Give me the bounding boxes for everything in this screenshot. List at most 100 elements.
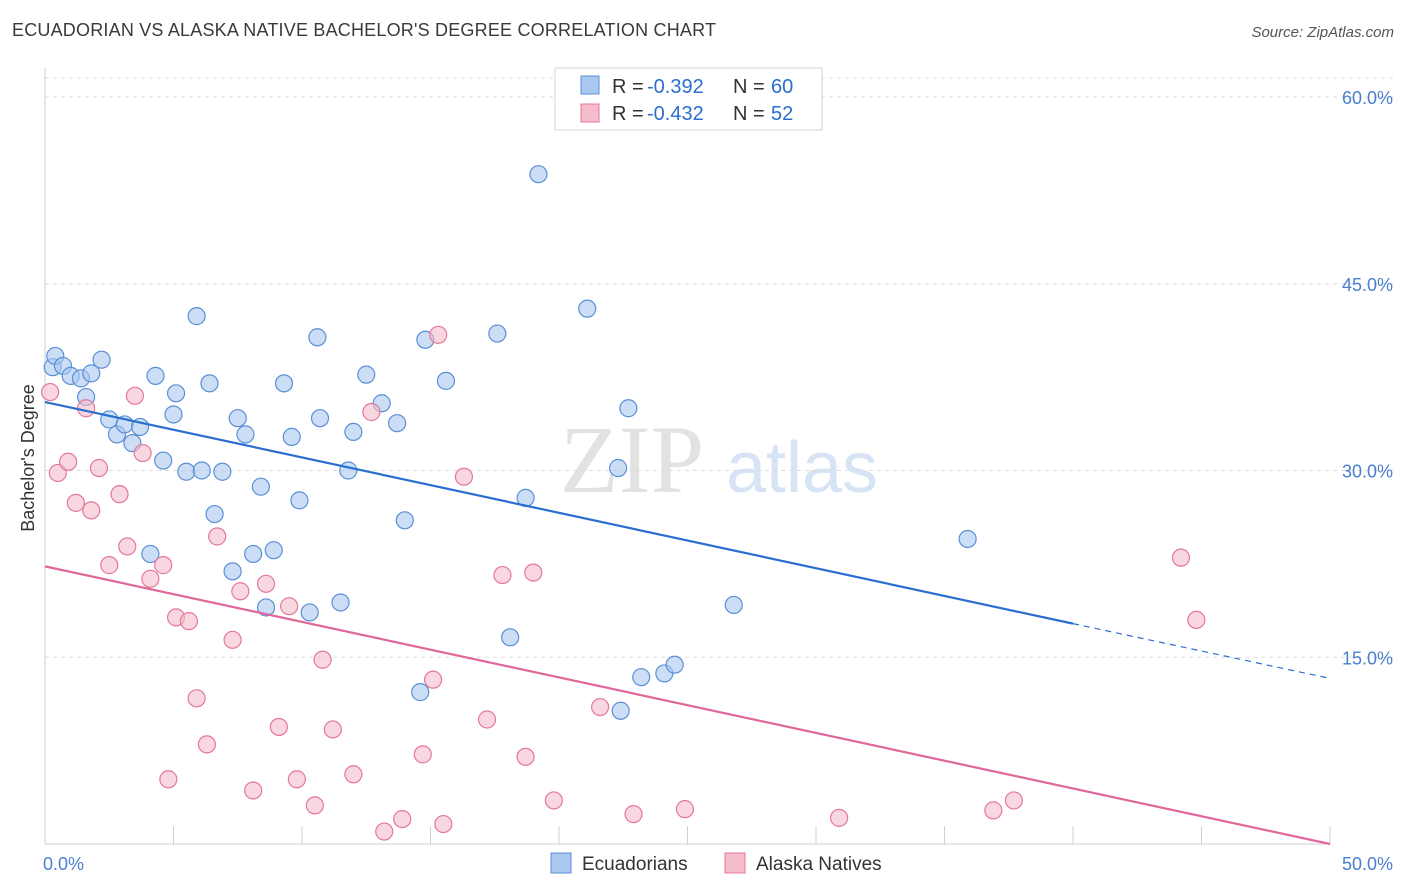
- point-ecuadorian: [609, 458, 628, 478]
- point-alaska-native: [154, 556, 173, 575]
- point-alaska-native: [493, 565, 512, 585]
- point-ecuadorian: [92, 350, 111, 369]
- point-ecuadorian: [251, 477, 270, 496]
- point-alaska-native: [675, 800, 695, 819]
- point-ecuadorian: [300, 603, 319, 622]
- bottom-legend-label-ecuadorians: Ecuadorians: [582, 854, 688, 875]
- point-ecuadorian: [310, 409, 330, 428]
- series-alaska-natives: [41, 325, 1206, 841]
- point-ecuadorian: [146, 366, 165, 385]
- point-ecuadorian: [958, 529, 977, 549]
- point-alaska-native: [269, 717, 288, 737]
- point-alaska-native: [1004, 791, 1023, 810]
- point-alaska-native: [624, 805, 643, 824]
- y-tick-label: 15.0%: [1342, 648, 1393, 668]
- point-alaska-native: [223, 630, 242, 649]
- point-ecuadorian: [166, 384, 186, 403]
- point-alaska-native: [524, 563, 543, 582]
- point-ecuadorian: [339, 461, 358, 480]
- point-ecuadorian: [236, 425, 255, 444]
- point-ecuadorian: [331, 593, 350, 612]
- trend-line-ecuadorians: [44, 400, 1074, 625]
- point-alaska-native: [429, 325, 448, 344]
- point-ecuadorian: [82, 364, 101, 383]
- watermark-atlas: atlas: [726, 428, 878, 508]
- point-ecuadorian: [387, 414, 407, 433]
- series-ecuadorians: [43, 165, 977, 720]
- y-axis-title: Bachelor's Degree: [18, 384, 38, 532]
- point-alaska-native: [110, 485, 129, 504]
- point-ecuadorian: [164, 405, 183, 424]
- point-alaska-native: [141, 569, 160, 588]
- point-alaska-native: [454, 467, 474, 486]
- point-alaska-native: [66, 493, 85, 512]
- point-alaska-native: [256, 574, 276, 593]
- point-alaska-native: [287, 770, 306, 789]
- point-alaska-native: [1171, 548, 1191, 567]
- point-ecuadorian: [154, 451, 173, 470]
- point-ecuadorian: [308, 328, 327, 347]
- point-alaska-native: [344, 765, 363, 784]
- bottom-legend-label-alaska-natives: Alaska Natives: [756, 854, 882, 875]
- point-alaska-native: [208, 527, 227, 546]
- point-alaska-native: [305, 796, 324, 815]
- point-ecuadorian: [611, 701, 630, 720]
- point-ecuadorian: [619, 399, 638, 418]
- point-alaska-native: [125, 386, 145, 405]
- axis-ticks: 15.0% 30.0% 45.0% 60.0% 0.0% 50.0%: [43, 88, 1393, 874]
- point-alaska-native: [477, 710, 497, 729]
- chart-source: Source: ZipAtlas.com: [1251, 24, 1394, 41]
- point-ecuadorian: [187, 307, 206, 326]
- point-alaska-native: [59, 452, 78, 471]
- point-alaska-native: [830, 808, 849, 827]
- point-alaska-native: [41, 382, 60, 402]
- point-alaska-native: [187, 689, 206, 708]
- point-ecuadorian: [223, 562, 242, 581]
- point-alaska-native: [82, 501, 101, 520]
- y-tick-label: 30.0%: [1342, 462, 1393, 482]
- legend-n-value-blue: 60: [771, 76, 793, 98]
- point-alaska-native: [516, 747, 535, 766]
- point-ecuadorian: [228, 409, 247, 428]
- legend-n-label-pink: N =: [733, 103, 765, 125]
- point-alaska-native: [362, 402, 381, 422]
- point-alaska-native: [100, 556, 119, 575]
- trend-lines: [44, 400, 1331, 846]
- point-alaska-native: [323, 720, 342, 739]
- point-alaska-native: [89, 458, 109, 478]
- legend-n-value-pink: 52: [771, 103, 793, 125]
- legend-swatch-pink: [580, 103, 600, 123]
- trend-line-ecuadorians-extension: [1072, 623, 1331, 680]
- point-alaska-native: [77, 399, 96, 418]
- point-alaska-native: [434, 814, 453, 834]
- point-ecuadorian: [344, 422, 363, 442]
- point-ecuadorian: [192, 461, 211, 480]
- point-ecuadorian: [665, 655, 684, 674]
- point-alaska-native: [375, 822, 394, 841]
- legend-r-label-blue: R =: [612, 76, 644, 98]
- bottom-legend-swatch-alaska-natives: [724, 852, 746, 874]
- point-alaska-native: [544, 791, 563, 810]
- point-ecuadorian: [529, 165, 548, 184]
- point-ecuadorian: [290, 491, 309, 510]
- point-ecuadorian: [411, 683, 430, 702]
- y-tick-label: 60.0%: [1342, 88, 1393, 108]
- point-ecuadorian: [632, 668, 651, 687]
- point-alaska-native: [244, 781, 263, 800]
- point-ecuadorian: [256, 598, 276, 617]
- point-ecuadorian: [282, 427, 301, 446]
- legend-r-value-blue: -0.392: [647, 76, 704, 98]
- point-ecuadorian: [274, 374, 294, 393]
- point-ecuadorian: [357, 365, 376, 384]
- x-tick-label: 0.0%: [43, 854, 84, 874]
- point-alaska-native: [313, 650, 332, 669]
- point-alaska-native: [231, 582, 250, 601]
- point-alaska-native: [133, 443, 152, 463]
- point-alaska-native: [423, 670, 443, 689]
- watermark-zip: ZIP: [560, 406, 704, 513]
- point-ecuadorian: [200, 374, 219, 393]
- correlation-legend: R = -0.392 N = 60 R = -0.432 N = 52: [554, 67, 823, 131]
- bottom-legend-swatch-ecuadorians: [550, 852, 572, 874]
- point-ecuadorian: [488, 324, 507, 343]
